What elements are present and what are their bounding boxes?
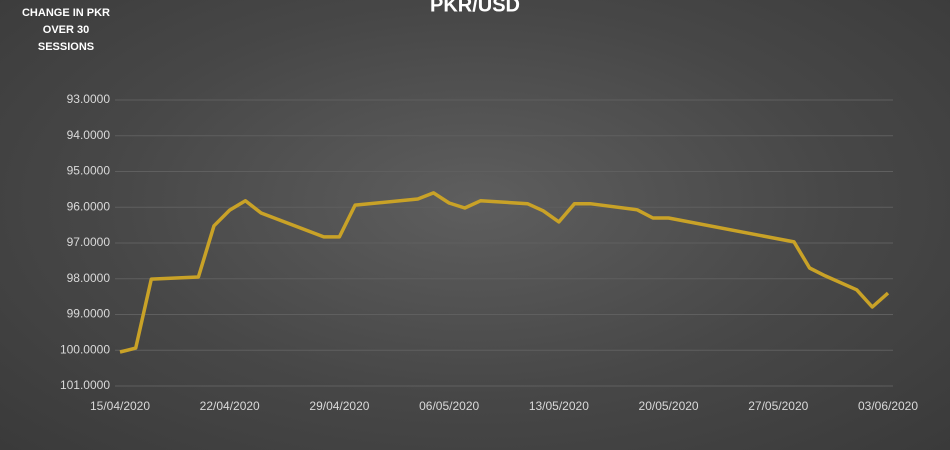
x-tick-label: 13/05/2020 xyxy=(529,399,589,413)
x-tick-label: 15/04/2020 xyxy=(90,399,150,413)
data-line xyxy=(119,191,890,354)
x-tick-label: 06/05/2020 xyxy=(419,399,479,413)
x-tick-label: 29/04/2020 xyxy=(309,399,369,413)
y-tick-label: 97.0000 xyxy=(67,235,111,249)
y-tick-label: 98.0000 xyxy=(67,271,111,285)
y-tick-label: 100.0000 xyxy=(60,342,110,356)
y-tick-label: 94.0000 xyxy=(67,128,111,142)
x-tick-label: 03/06/2020 xyxy=(858,399,918,413)
x-tick-label: 27/05/2020 xyxy=(748,399,808,413)
side-note: CHANGE IN PKR OVER 30 SESSIONS xyxy=(21,7,110,53)
y-tick-label: 101.0000 xyxy=(60,378,110,392)
y-tick-label: 96.0000 xyxy=(67,199,111,213)
y-tick-label: 99.0000 xyxy=(67,307,111,321)
y-tick-label: 95.0000 xyxy=(67,164,111,178)
x-tick-label: 20/05/2020 xyxy=(639,399,699,413)
chart-title: PKR/USD xyxy=(430,0,520,16)
y-tick-label: 93.0000 xyxy=(67,92,111,106)
x-tick-label: 22/04/2020 xyxy=(200,399,260,413)
